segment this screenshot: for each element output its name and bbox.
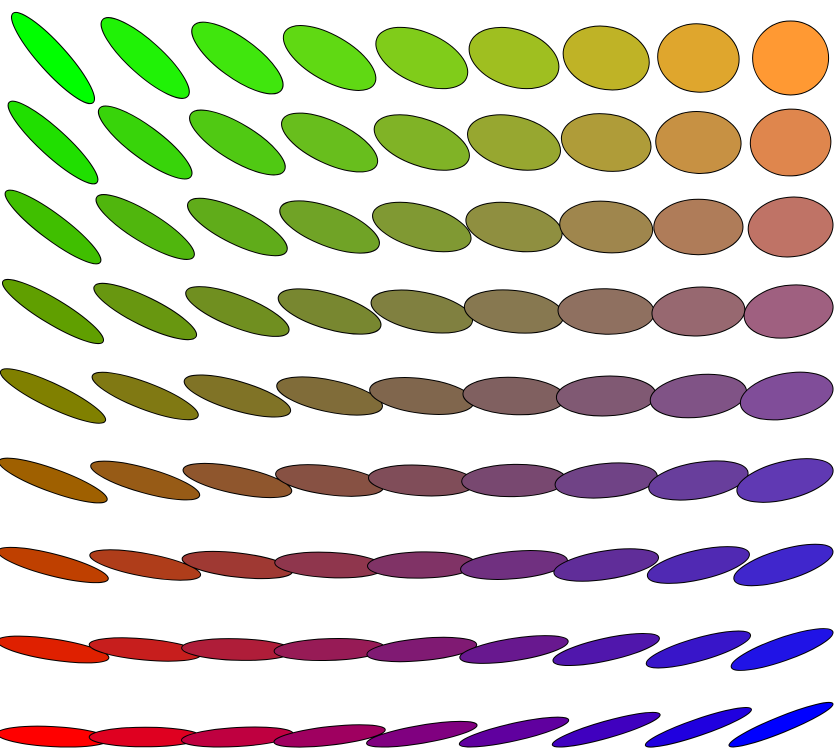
- ellipse-r1-c5: [375, 26, 469, 90]
- ellipse-r7-c7: [553, 548, 660, 582]
- ellipse-r9-c4: [273, 724, 386, 748]
- ellipse-r6-c7: [554, 462, 658, 499]
- ellipse-r3-c2: [95, 194, 195, 260]
- ellipse-r3-c9: [747, 196, 834, 258]
- ellipse-r2-c8: [655, 111, 742, 174]
- ellipse-r8-c9: [730, 628, 834, 671]
- ellipse-r5-c6: [462, 376, 566, 416]
- ellipse-r6-c9: [736, 458, 834, 503]
- ellipse-r3-c8: [653, 198, 744, 256]
- ellipse-r8-c4: [273, 637, 386, 662]
- ellipse-r7-c2: [89, 549, 202, 581]
- ellipse-r7-c8: [646, 546, 750, 584]
- ellipse-r1-c4: [282, 25, 377, 91]
- ellipse-r3-c4: [279, 200, 380, 254]
- ellipse-r1-c9: [752, 20, 830, 96]
- ellipse-r9-c7: [551, 711, 661, 748]
- ellipse-r4-c1: [1, 278, 105, 345]
- ellipse-r1-c6: [468, 26, 560, 90]
- ellipse-r2-c6: [467, 114, 561, 171]
- ellipse-r8-c8: [645, 630, 752, 669]
- ellipse-r5-c1: [0, 368, 107, 424]
- ellipse-r7-c1: [0, 546, 109, 584]
- ellipse-r4-c4: [277, 288, 382, 335]
- ellipse-r5-c9: [739, 371, 834, 421]
- ellipse-r1-c8: [657, 23, 740, 93]
- ellipse-r2-c4: [281, 112, 379, 173]
- ellipse-r4-c8: [651, 286, 746, 337]
- ellipse-r9-c9: [728, 701, 834, 748]
- ellipse-r9-c5: [366, 720, 478, 748]
- ellipse-r7-c9: [733, 543, 834, 587]
- ellipse-r8-c1: [0, 635, 110, 664]
- ellipse-r4-c5: [370, 289, 474, 334]
- ellipse-r3-c7: [559, 200, 654, 254]
- ellipse-grid: [0, 11, 834, 748]
- ellipse-r6-c1: [0, 457, 108, 504]
- ellipse-r5-c4: [276, 376, 383, 416]
- ellipse-r9-c8: [644, 707, 752, 748]
- ellipse-r2-c2: [97, 105, 193, 180]
- ellipse-r1-c3: [191, 21, 284, 95]
- ellipse-r3-c6: [465, 201, 563, 253]
- ellipse-r7-c6: [460, 550, 568, 580]
- ellipse-r8-c7: [552, 632, 660, 667]
- ellipse-r4-c9: [743, 284, 834, 339]
- ellipse-r4-c7: [557, 288, 655, 335]
- ellipse-r4-c6: [463, 289, 565, 334]
- ellipse-r1-c1: [11, 11, 95, 105]
- ellipse-r9-c6: [458, 716, 570, 748]
- ellipse-r2-c1: [7, 100, 99, 185]
- ellipse-r4-c3: [185, 286, 290, 337]
- ellipse-r3-c3: [187, 197, 288, 257]
- ellipse-r2-c9: [749, 108, 832, 177]
- ellipse-r7-c5: [367, 551, 477, 579]
- ellipse-r3-c1: [4, 189, 102, 265]
- ellipse-r6-c8: [648, 460, 749, 501]
- ellipse-r1-c7: [562, 25, 650, 91]
- ellipse-r6-c6: [461, 463, 567, 498]
- ellipse-r8-c6: [459, 635, 569, 664]
- ellipse-r5-c5: [369, 377, 475, 415]
- ellipse-r2-c3: [189, 109, 286, 176]
- ellipse-r5-c2: [91, 371, 199, 421]
- ellipse-r3-c5: [372, 201, 472, 253]
- ellipse-r4-c2: [93, 282, 198, 341]
- ellipse-r5-c8: [649, 373, 748, 419]
- ellipse-r5-c3: [183, 374, 292, 418]
- ellipse-r2-c5: [373, 114, 470, 171]
- ellipse-r6-c3: [182, 462, 293, 499]
- ellipse-r2-c7: [560, 113, 652, 172]
- ellipse-r5-c7: [555, 375, 657, 417]
- ellipse-r8-c5: [366, 636, 478, 663]
- ellipse-r6-c2: [90, 460, 201, 501]
- ellipse-r1-c2: [100, 17, 190, 99]
- ellipse-r6-c5: [367, 464, 476, 497]
